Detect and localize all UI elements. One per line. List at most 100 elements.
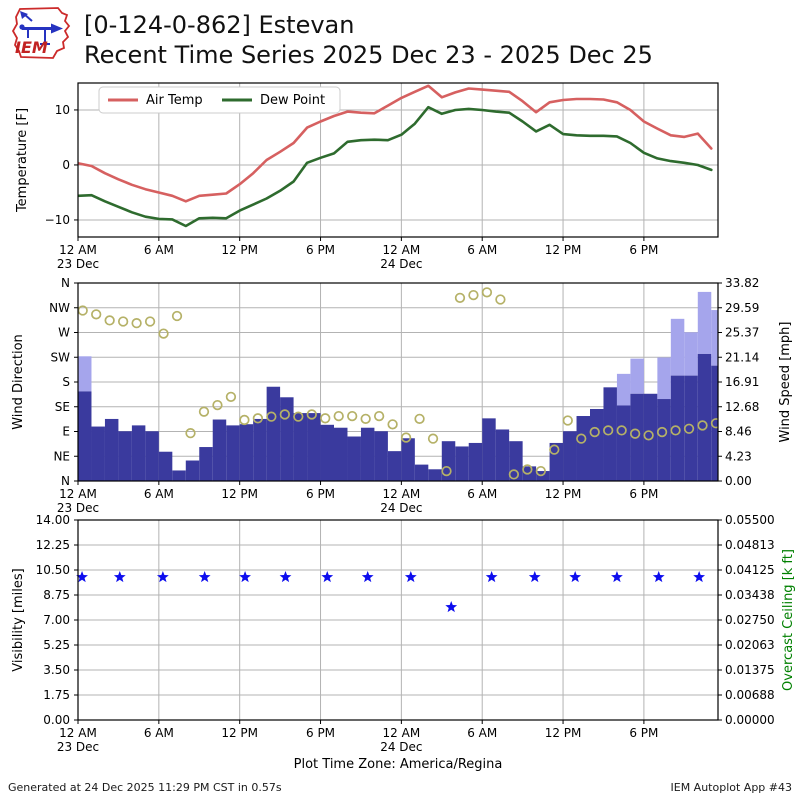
svg-text:21.14: 21.14 (725, 350, 759, 364)
svg-text:12.25: 12.25 (36, 538, 70, 552)
direction-dot (117, 316, 129, 327)
speed-bar (78, 391, 92, 481)
time-zone-label: Plot Time Zone: America/Regina (293, 757, 503, 772)
direction-dot (104, 315, 115, 326)
svg-text:6 AM: 6 AM (144, 726, 174, 740)
svg-text:12 PM: 12 PM (545, 726, 582, 740)
svg-text:29.59: 29.59 (725, 301, 759, 315)
visibility-star (652, 570, 665, 583)
direction-dot (320, 413, 331, 424)
svg-text:12.68: 12.68 (725, 400, 759, 414)
speed-bar (253, 418, 267, 481)
svg-text:NE: NE (53, 449, 70, 463)
speed-bar (549, 442, 564, 481)
svg-text:0.00688: 0.00688 (725, 688, 775, 702)
svg-text:0.01375: 0.01375 (725, 663, 775, 677)
speed-bar (697, 353, 712, 481)
title-line-1: [0-124-0-862] Estevan (84, 11, 355, 39)
speed-axis-labels: 33.82 29.59 25.37 21.14 16.91 12.68 8.46 4.23 0.… (718, 276, 759, 488)
gust-bar (657, 357, 671, 400)
speed-bar (158, 451, 173, 481)
direction-dot (683, 423, 695, 434)
svg-text:6 PM: 6 PM (629, 487, 658, 501)
speed-bar (307, 413, 321, 481)
svg-text:7.00: 7.00 (43, 613, 70, 627)
speed-bar (428, 469, 442, 481)
direction-dot (468, 289, 479, 301)
svg-text:4.23: 4.23 (725, 449, 752, 463)
iowa-outline (11, 7, 71, 59)
direction-dot (535, 465, 546, 477)
speed-bar (347, 436, 361, 481)
speed-bar (495, 429, 510, 481)
direction-dot (670, 425, 681, 436)
temperature-chart: 12 AM 6 AM 12 PM 6 PM 12 AM 6 AM 12 PM 6 PM 23 D… (15, 82, 719, 271)
gust-bar (616, 373, 631, 406)
svg-text:12 AM: 12 AM (383, 243, 421, 257)
wind-speed-ylabel: Wind Speed [mph] (778, 322, 793, 443)
y-axis-labels: 10 0 −10 (45, 103, 78, 227)
speed-bar (239, 424, 254, 481)
wind-bars (78, 291, 718, 481)
direction-dot (697, 420, 708, 431)
svg-text:12 AM: 12 AM (383, 726, 421, 740)
logo-text: IEM (15, 38, 48, 57)
gust-bar (711, 310, 718, 366)
legend-dew-point: Dew Point (260, 93, 325, 108)
svg-text:12 AM: 12 AM (59, 243, 97, 257)
visibility-star (611, 570, 623, 583)
visibility-axis-labels: 14.00 12.25 10.50 8.75 7.00 5.25 3.50 1.75 0.00 (36, 515, 78, 727)
wind-direction-ylabel: Wind Direction (11, 334, 26, 430)
direction-dot (293, 411, 304, 422)
dew-point-line (78, 105, 713, 228)
svg-text:24 Dec: 24 Dec (380, 740, 422, 754)
direction-dot (427, 433, 439, 444)
direction-dot (212, 399, 223, 411)
svg-text:0: 0 (62, 158, 70, 172)
generated-timestamp: Generated at 24 Dec 2025 11:29 PM CST in… (8, 781, 282, 794)
svg-text:12 PM: 12 PM (545, 243, 582, 257)
svg-text:6 AM: 6 AM (467, 243, 497, 257)
direction-dot (171, 310, 183, 322)
ceiling-axis-labels: 0.05500 0.04813 0.04125 0.03438 0.02750 0.020… (718, 515, 775, 727)
direction-dot (589, 426, 600, 438)
svg-text:3.50: 3.50 (43, 663, 70, 677)
speed-bar (387, 451, 402, 481)
svg-text:16.91: 16.91 (725, 375, 759, 389)
speed-bar (468, 442, 483, 481)
visibility-stars (76, 570, 706, 613)
speed-bar (711, 365, 718, 481)
svg-text:23 Dec: 23 Dec (57, 257, 99, 271)
svg-text:1.75: 1.75 (43, 688, 70, 702)
gust-bar (697, 291, 712, 354)
direction-dot (549, 444, 560, 455)
speed-bar (320, 424, 334, 481)
svg-text:12 PM: 12 PM (221, 243, 258, 257)
svg-text:N: N (61, 474, 70, 488)
svg-text:SE: SE (55, 400, 70, 414)
direction-dot (373, 410, 385, 422)
visibility-star (113, 570, 126, 583)
direction-dot (266, 411, 277, 422)
speed-bar (374, 431, 388, 481)
svg-text:0.00: 0.00 (725, 474, 752, 488)
direction-dot (414, 413, 425, 425)
direction-dot (306, 409, 317, 420)
direction-dot (656, 426, 668, 438)
svg-text:E: E (62, 425, 70, 439)
speed-bar (616, 405, 631, 481)
svg-text:33.82: 33.82 (725, 276, 759, 290)
x-axis-labels: 12 AM 6 AM 12 PM 6 PM 12 AM 6 AM 12 PM 6 PM 23 D… (57, 481, 658, 515)
visibility-star (361, 570, 374, 583)
speed-bar (360, 427, 375, 481)
svg-text:23 Dec: 23 Dec (57, 501, 99, 515)
x-axis-labels: 12 AM 6 AM 12 PM 6 PM 12 AM 6 AM 12 PM 6 PM 23 D… (57, 720, 658, 754)
legend: Air Temp Dew Point (98, 86, 341, 114)
svg-text:N: N (61, 276, 70, 290)
svg-text:12 AM: 12 AM (59, 726, 97, 740)
speed-bar (670, 375, 685, 481)
svg-text:0.04813: 0.04813 (725, 538, 775, 552)
vertical-gridlines (77, 520, 645, 720)
visibility-star (528, 570, 541, 583)
